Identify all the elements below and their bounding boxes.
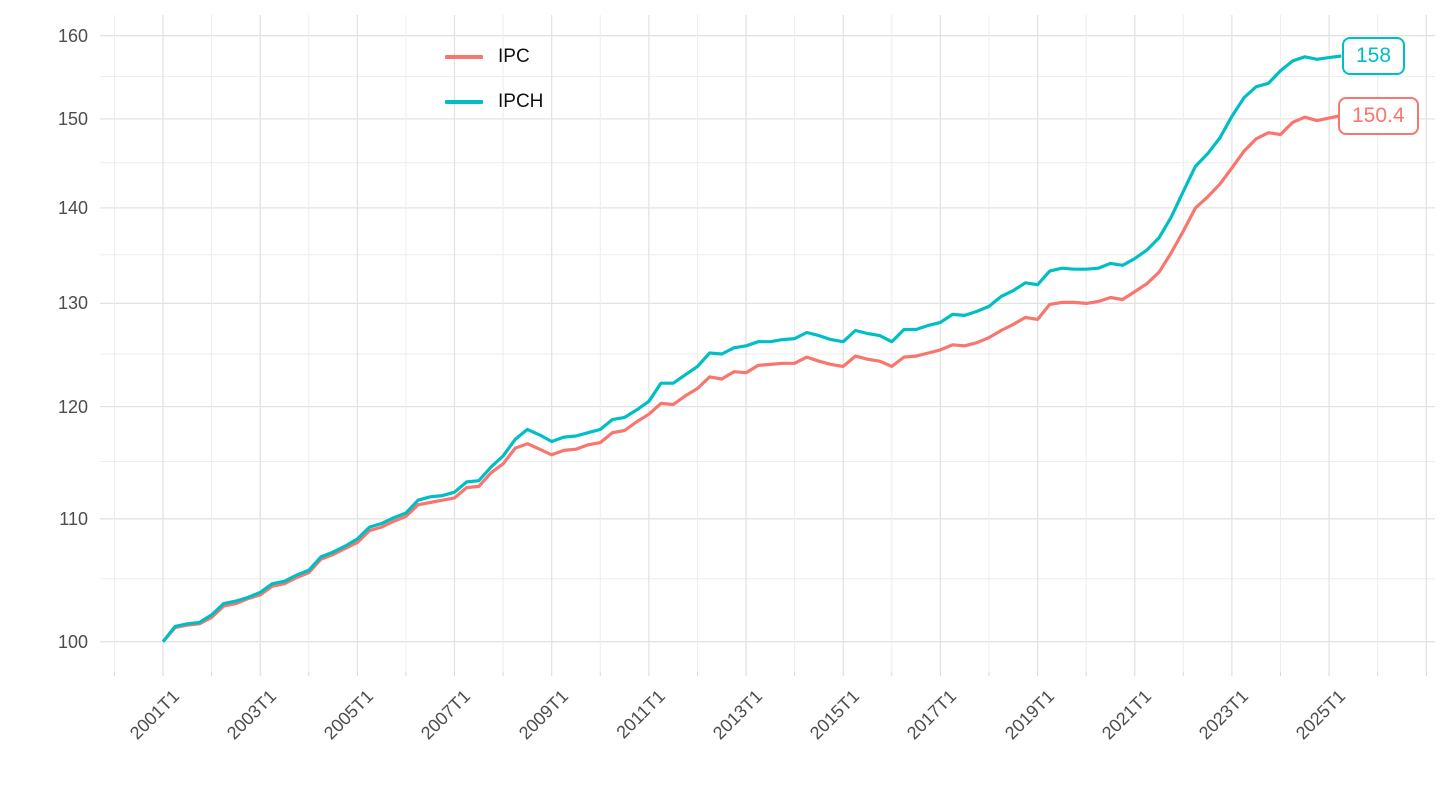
y-axis-tick-label: 160 [57,25,88,46]
series-line-ipc [161,113,1342,643]
series-line-ipch [161,54,1342,643]
legend-swatch-ipch-line [445,100,483,104]
y-axis-tick-label: 100 [57,631,88,652]
gridlines [100,15,1435,672]
legend-item-ipc: IPC [445,44,543,70]
end-value-label-ipc: 150.4 [1338,96,1419,135]
y-axis-tick-label: 120 [57,396,88,417]
series-lines [161,54,1342,643]
y-axis-tick-label: 150 [57,108,88,129]
legend-swatch-ipc-line [445,55,483,59]
legend: IPC IPCH [445,44,543,134]
legend-label-ipch: IPCH [498,91,544,112]
legend-item-ipch: IPCH [445,89,543,115]
y-axis-tick-label: 110 [59,508,88,529]
y-axis-tick-label: 130 [57,293,88,314]
axis-ticks [113,672,1427,676]
y-axis-tick-label: 140 [57,197,88,218]
legend-label-ipc: IPC [498,46,530,67]
end-value-label-ipch: 158 [1342,37,1406,75]
